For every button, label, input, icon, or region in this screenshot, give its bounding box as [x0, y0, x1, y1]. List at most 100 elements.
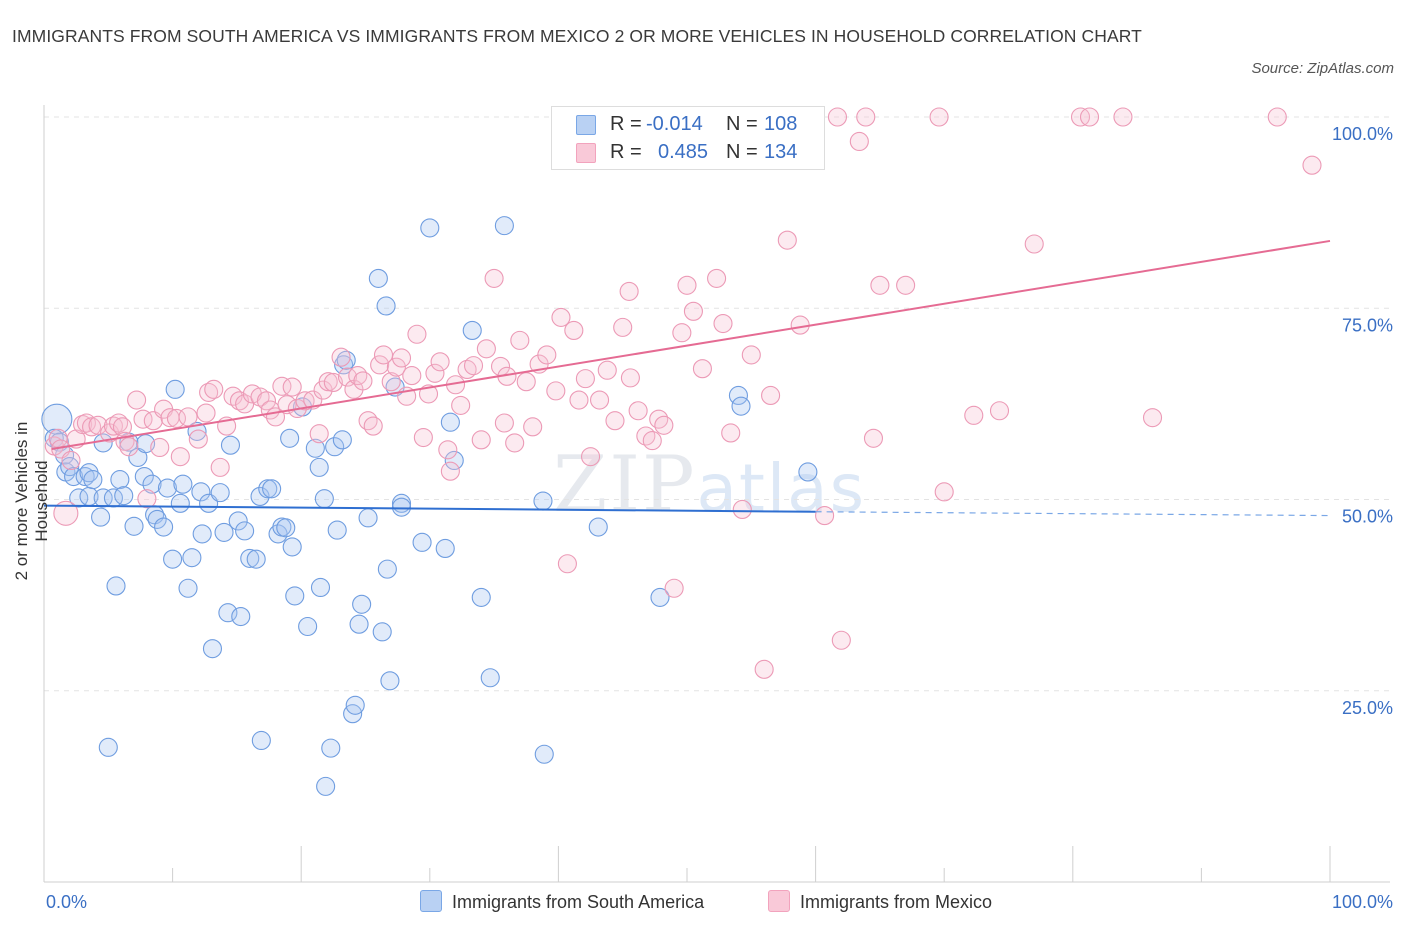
- data-point: [110, 470, 130, 490]
- data-point: [250, 486, 270, 506]
- data-point: [256, 391, 277, 411]
- data-point: [60, 457, 80, 477]
- data-point: [451, 395, 471, 415]
- data-point: [178, 407, 198, 427]
- data-point: [309, 424, 329, 444]
- watermark: ZIPatlas: [553, 440, 866, 530]
- watermark-zip: ZIP: [553, 440, 697, 530]
- legend-n-value: 108: [764, 113, 798, 135]
- bottom-legend-swatch-pink: [768, 890, 790, 912]
- data-point: [332, 430, 352, 450]
- data-point: [196, 403, 216, 423]
- data-point: [856, 107, 876, 127]
- data-point: [316, 776, 336, 796]
- data-point: [620, 368, 640, 388]
- data-point: [246, 549, 266, 569]
- data-point: [551, 307, 571, 327]
- data-point: [683, 301, 703, 321]
- data-point: [358, 508, 378, 528]
- data-point: [831, 630, 851, 650]
- data-point: [235, 521, 255, 541]
- data-point: [896, 275, 916, 295]
- trend-line-south-america-extension: [815, 511, 1331, 517]
- x-tick-label: 100.0%: [1332, 892, 1393, 912]
- data-point: [368, 268, 388, 288]
- data-point: [1113, 107, 1133, 127]
- data-point: [425, 363, 445, 383]
- data-point: [295, 391, 315, 411]
- data-point: [754, 659, 774, 679]
- x-tick-label: 0.0%: [46, 892, 87, 912]
- data-point: [721, 423, 741, 443]
- data-point: [438, 440, 458, 460]
- data-point: [218, 603, 238, 623]
- data-point: [649, 409, 669, 429]
- data-point: [220, 435, 241, 455]
- data-point: [376, 296, 396, 316]
- data-point: [41, 403, 73, 435]
- data-point: [989, 401, 1010, 421]
- data-point: [435, 538, 455, 559]
- data-point: [91, 507, 111, 527]
- y-axis-label: 2 or more Vehicles in Household: [12, 421, 51, 581]
- data-point: [463, 356, 484, 376]
- data-point: [516, 372, 536, 392]
- data-point: [1079, 107, 1100, 127]
- data-point: [147, 509, 167, 529]
- data-point: [363, 416, 383, 436]
- data-point: [202, 639, 223, 659]
- legend-r-value: 0.485: [658, 141, 709, 163]
- data-point: [370, 355, 390, 375]
- data-point: [165, 379, 185, 399]
- data-point: [537, 345, 557, 365]
- data-point: [173, 474, 193, 494]
- data-point: [590, 390, 610, 410]
- data-point: [251, 730, 271, 751]
- data-point: [170, 493, 190, 513]
- data-point: [476, 339, 496, 359]
- data-point: [358, 411, 378, 431]
- data-point: [314, 489, 334, 509]
- data-point: [349, 614, 369, 634]
- trend-lines: [43, 239, 1331, 517]
- data-point: [546, 381, 566, 401]
- data-point: [303, 390, 323, 410]
- data-point: [150, 437, 170, 458]
- data-point: [327, 520, 347, 540]
- data-point: [112, 417, 132, 437]
- data-point: [170, 447, 190, 467]
- data-point: [407, 324, 427, 344]
- legend-r-label: R =: [610, 113, 642, 135]
- bottom-legend-swatch-blue: [420, 890, 442, 912]
- tick-labels: 100.0% 75.0% 50.0% 25.0% 0.0% 100.0%: [46, 124, 1393, 912]
- bottom-legend-mexico: Immigrants from Mexico: [768, 888, 992, 916]
- data-point: [510, 330, 530, 350]
- data-point: [76, 413, 96, 433]
- data-point: [564, 320, 584, 340]
- data-point: [494, 216, 514, 236]
- data-point: [597, 360, 617, 380]
- legend-swatch-pink: [576, 143, 596, 163]
- legend-n-label: N =: [726, 113, 758, 135]
- data-point: [815, 506, 835, 526]
- data-point: [309, 457, 329, 477]
- data-point: [64, 466, 84, 487]
- data-point: [191, 482, 211, 502]
- data-point: [348, 366, 368, 386]
- data-point: [412, 532, 432, 552]
- data-point: [588, 517, 608, 537]
- data-point: [61, 450, 81, 471]
- trend-line-mexico: [51, 239, 1331, 450]
- data-point: [1142, 408, 1163, 428]
- bottom-legend-label: Immigrants from Mexico: [800, 892, 993, 912]
- data-point: [336, 350, 356, 370]
- data-point: [372, 622, 392, 642]
- data-point: [964, 405, 984, 425]
- data-point: [1302, 155, 1322, 175]
- data-point: [672, 323, 692, 343]
- legend-n-label: N =: [726, 141, 758, 163]
- bottom-legend-label: Immigrants from South America: [452, 892, 705, 912]
- data-point: [732, 499, 752, 519]
- data-point: [318, 372, 338, 392]
- data-point: [471, 430, 491, 450]
